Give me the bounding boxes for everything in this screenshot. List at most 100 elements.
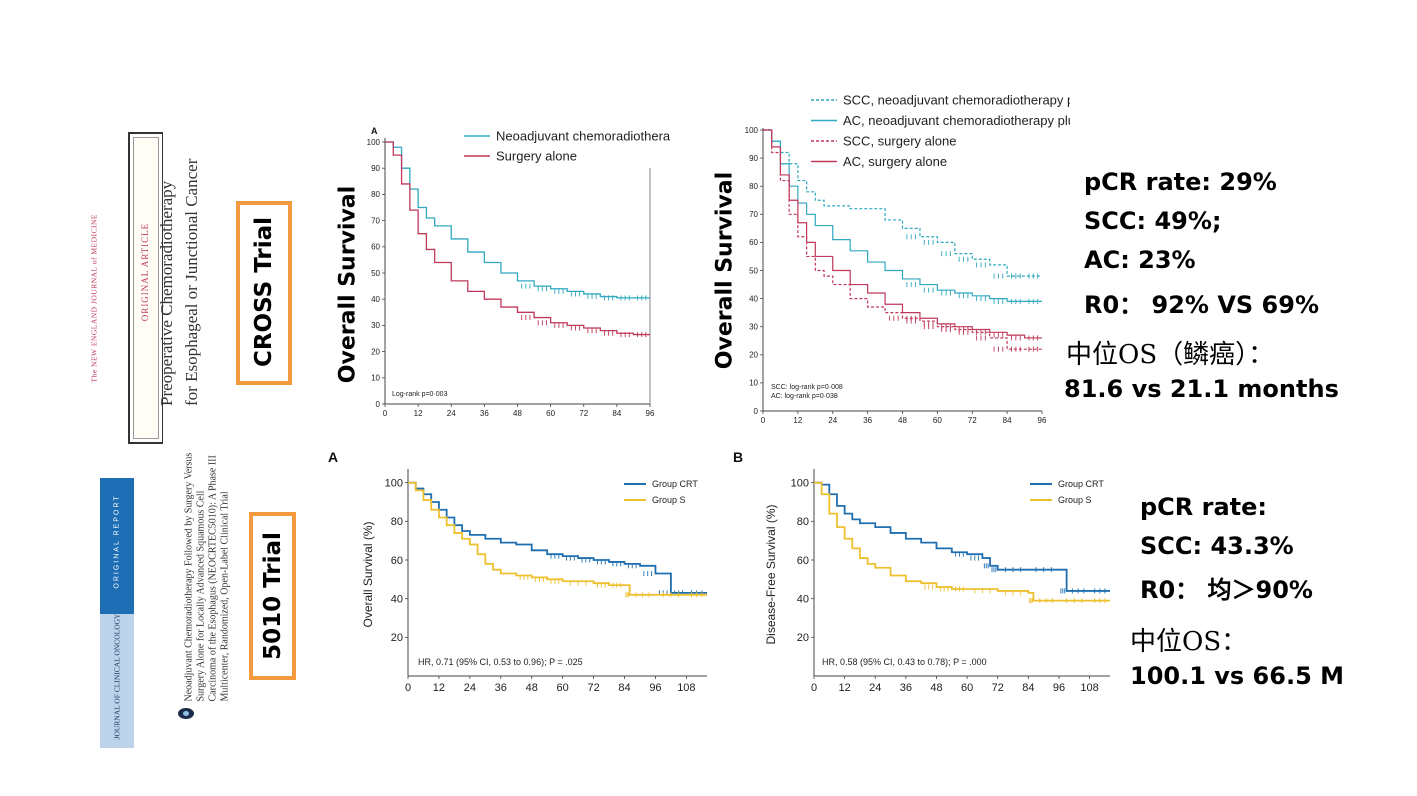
x-tick-label: 24 <box>447 409 456 418</box>
panel-label: B <box>733 449 743 465</box>
legend-label: SCC, surgery alone <box>843 134 956 149</box>
y-tick-label: 0 <box>376 400 381 409</box>
y-tick-label: 80 <box>797 516 809 528</box>
x-tick-label: 72 <box>587 682 599 694</box>
series-line <box>763 129 1042 277</box>
stat-top-os-value: 81.6 vs 21.1 months <box>1064 375 1339 403</box>
y-tick-label: 60 <box>371 243 380 252</box>
jco-title-line: Surgery Alone for Locally Advanced Squam… <box>195 490 207 702</box>
stat-top-pcr: pCR rate: 29% <box>1084 168 1277 196</box>
y-tick-label: 20 <box>749 351 758 360</box>
panel-label: A <box>371 126 378 136</box>
y-tick-label: 80 <box>749 182 758 191</box>
y-axis-title: Overall Survival (%) <box>361 521 375 627</box>
y-tick-label: 20 <box>371 347 380 356</box>
y-tick-label: 40 <box>749 294 758 303</box>
x-tick-label: 12 <box>433 682 445 694</box>
x-tick-label: 60 <box>546 409 555 418</box>
y-tick-label: 10 <box>371 374 380 383</box>
chart4-svg: 0 12 24 36 48 60 72 84 96 108 20 40 60 80 100 Disease-F… <box>733 449 1110 694</box>
legend-label: Group S <box>652 495 686 505</box>
jco-title: Neoadjuvant Chemoradiotherapy Followed b… <box>172 453 232 708</box>
y-tick-label: 30 <box>749 323 758 332</box>
chart3-svg: 0 12 24 36 48 60 72 84 96 108 20 40 60 80 100 Overall S… <box>328 449 707 694</box>
chart2-ylabel: Overall Survival <box>712 171 738 370</box>
x-tick-label: 60 <box>933 416 942 425</box>
x-tick-label: 12 <box>793 416 802 425</box>
stat-bottom-os-label: 中位OS： <box>1130 627 1248 657</box>
jco-report-type: ORIGINAL REPORT <box>113 494 121 589</box>
stat-bottom-scc: SCC: 43.3% <box>1140 532 1294 560</box>
x-tick-label: 48 <box>513 409 522 418</box>
x-tick-label: 0 <box>405 682 411 694</box>
jco-journal-name: JOURNAL OF CLINICAL ONCOLOGY <box>112 613 122 740</box>
x-tick-label: 0 <box>811 682 817 694</box>
x-tick-label: 12 <box>414 409 423 418</box>
x-tick-label: 84 <box>1022 682 1034 694</box>
y-tick-label: 60 <box>391 555 403 567</box>
x-tick-label: 0 <box>383 409 388 418</box>
panel-label: A <box>328 449 338 465</box>
x-tick-label: 96 <box>646 409 655 418</box>
legend-label: SCC, neoadjuvant chemoradiotherapy plus … <box>843 93 1070 108</box>
y-tick-label: 30 <box>371 321 380 330</box>
cross-trial-badge: CROSS Trial <box>236 201 292 385</box>
series-line <box>408 481 707 596</box>
stat-bottom-r0: R0： 均＞90% <box>1140 576 1313 604</box>
y-tick-label: 10 <box>749 379 758 388</box>
x-tick-label: 60 <box>961 682 973 694</box>
y-tick-label: 20 <box>391 632 403 644</box>
series-line <box>763 129 1042 350</box>
y-tick-label: 40 <box>371 295 380 304</box>
nejm-title-line1: Preoperative Chemoradiotherapy <box>157 180 176 406</box>
x-tick-label: 48 <box>898 416 907 425</box>
series-line <box>385 141 650 336</box>
x-tick-label: 24 <box>869 682 881 694</box>
annotation-text: SCC: log-rank p=0·008 <box>771 384 843 391</box>
x-tick-label: 36 <box>480 409 489 418</box>
series-line <box>763 129 1042 339</box>
chart2-svg: 0 12 24 36 48 60 72 84 96 0 10 20 30 40 50 60 70 80 90 100 S… <box>745 93 1070 425</box>
y-tick-label: 100 <box>367 138 381 147</box>
nejm-journal-name: The NEW ENGLAND JOURNAL of MEDICINE <box>89 213 99 383</box>
y-tick-label: 60 <box>797 555 809 567</box>
x-tick-label: 96 <box>1053 682 1065 694</box>
annotation-text: HR, 0.58 (95% CI, 0.43 to 0.78); P = .00… <box>822 657 987 667</box>
5010-trial-label: 5010 Trial <box>260 532 286 660</box>
series-line <box>814 481 1110 592</box>
y-tick-label: 80 <box>391 516 403 528</box>
x-tick-label: 72 <box>968 416 977 425</box>
y-tick-label: 90 <box>371 164 380 173</box>
legend-label: AC, neoadjuvant chemoradiotherapy plus s… <box>843 113 1070 128</box>
y-tick-label: 90 <box>749 154 758 163</box>
x-tick-label: 36 <box>495 682 507 694</box>
y-tick-label: 0 <box>754 407 759 416</box>
legend-label: Surgery alone <box>496 149 577 164</box>
chart1-ylabel: Overall Survival <box>335 185 361 384</box>
y-tick-label: 60 <box>749 238 758 247</box>
stat-top-r0: R0： 92% VS 69% <box>1084 291 1319 319</box>
jco-title-line: Neoadjuvant Chemoradiotherapy Followed b… <box>183 452 195 702</box>
nejm-title-line2: for Esophageal or Junctional Cancer <box>182 158 201 406</box>
annotation-text: AC: log-rank p=0·038 <box>771 393 838 400</box>
stat-top-scc: SCC: 49%; <box>1084 207 1222 235</box>
jco-cover: ORIGINAL REPORT JOURNAL OF CLINICAL ONCO… <box>100 453 300 748</box>
y-tick-label: 80 <box>371 190 380 199</box>
y-tick-label: 50 <box>371 269 380 278</box>
jco-title-line: Carcinoma of the Esophagus (NEOCRTEC5010… <box>207 455 219 702</box>
y-tick-label: 100 <box>745 126 759 135</box>
series-line <box>814 481 1110 602</box>
x-tick-label: 96 <box>649 682 661 694</box>
y-tick-label: 40 <box>391 594 403 606</box>
stat-bottom-os-value: 100.1 vs 66.5 M <box>1130 662 1345 690</box>
jco-logo-icon <box>178 708 194 719</box>
series-line <box>385 141 650 299</box>
x-tick-label: 96 <box>1038 416 1047 425</box>
x-tick-label: 48 <box>930 682 942 694</box>
x-tick-label: 108 <box>1080 682 1098 694</box>
x-tick-label: 72 <box>992 682 1004 694</box>
x-tick-label: 84 <box>612 409 621 418</box>
stat-top-os-label: 中位OS（鳞癌）： <box>1066 340 1275 370</box>
y-tick-label: 50 <box>749 266 758 275</box>
x-tick-label: 24 <box>464 682 476 694</box>
